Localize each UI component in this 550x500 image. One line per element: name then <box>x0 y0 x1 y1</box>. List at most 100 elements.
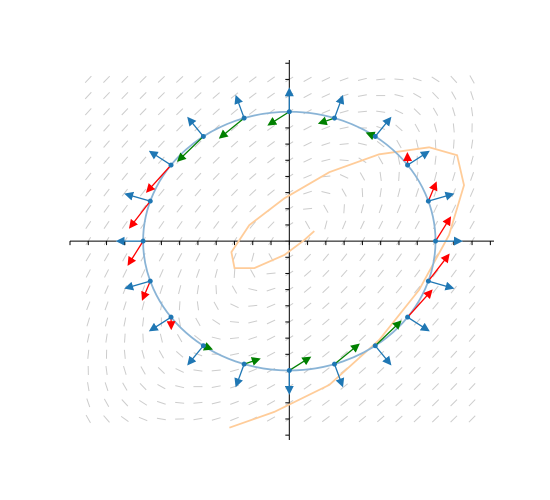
circle-point <box>200 343 206 349</box>
field-dash <box>86 317 91 327</box>
normal-arrow <box>374 116 392 137</box>
field-dash <box>212 156 220 164</box>
field-dash <box>195 253 201 262</box>
normal-arrow <box>333 94 345 119</box>
field-dash <box>123 366 127 375</box>
field-dash <box>413 108 421 116</box>
field-dash <box>340 334 348 342</box>
field-dash <box>303 286 312 293</box>
field-dash <box>84 124 92 132</box>
field-dash <box>139 172 147 181</box>
field-dash <box>395 350 403 358</box>
field-arrow <box>141 280 151 301</box>
field-dash <box>413 350 421 358</box>
field-dash <box>121 156 129 165</box>
field-dash <box>175 350 184 358</box>
field-dash <box>432 107 439 116</box>
field-dash <box>450 366 458 375</box>
field-dash <box>86 333 90 343</box>
field-dash <box>379 188 382 198</box>
field-dash <box>395 334 403 342</box>
field-dash <box>103 204 110 213</box>
field-dash <box>176 108 184 116</box>
normal-arrow <box>187 345 204 366</box>
field-dash <box>470 91 474 101</box>
field-arrow <box>334 343 360 365</box>
field-dash <box>175 368 184 373</box>
field-dash <box>139 188 147 197</box>
field-dash <box>412 77 422 82</box>
field-dash <box>214 268 218 278</box>
field-dash <box>230 384 239 389</box>
field-dash <box>414 253 421 262</box>
field-dash <box>358 334 367 342</box>
field-dash <box>433 123 438 133</box>
field-dash <box>358 302 366 310</box>
field-dash <box>378 156 384 165</box>
field-dash <box>248 76 257 83</box>
field-dash <box>303 207 313 210</box>
field-dash <box>103 172 110 181</box>
field-dash <box>230 172 239 180</box>
field-dash <box>230 368 239 373</box>
field-dash <box>159 269 164 278</box>
field-dash <box>211 401 221 405</box>
field-dash <box>341 220 347 230</box>
field-arrow <box>243 357 261 366</box>
field-dash <box>231 285 238 294</box>
field-dash <box>395 124 403 132</box>
field-dash <box>193 401 203 404</box>
field-dash <box>450 285 457 294</box>
field-dash <box>395 399 403 407</box>
field-dash <box>377 253 384 262</box>
field-dash <box>377 350 385 358</box>
field-dash <box>104 285 109 294</box>
field-dash <box>413 415 421 423</box>
field-dash <box>104 382 109 392</box>
field-dash <box>359 285 366 294</box>
field-dash <box>432 318 439 326</box>
field-dash <box>104 317 109 327</box>
field-dash <box>157 156 165 164</box>
field-dash <box>321 142 331 146</box>
field-arrow <box>145 164 172 193</box>
field-dash <box>413 92 422 99</box>
field-dash <box>248 288 258 292</box>
field-dash <box>395 415 403 423</box>
field-dash <box>341 188 347 197</box>
field-dash <box>248 320 258 324</box>
normal-arrow <box>333 363 345 388</box>
field-dash <box>230 303 239 309</box>
field-dash <box>322 302 330 310</box>
field-dash <box>211 369 221 372</box>
field-dash <box>85 253 91 262</box>
field-dash <box>322 351 330 358</box>
field-dash <box>194 334 202 342</box>
field-dash <box>469 220 475 230</box>
field-dash <box>357 110 367 113</box>
field-dash <box>339 126 349 130</box>
field-dash <box>212 319 221 325</box>
field-dash <box>156 417 166 421</box>
field-dash <box>160 301 163 311</box>
circle-point <box>147 278 153 284</box>
field-dash <box>339 143 349 146</box>
field-dash <box>157 383 166 390</box>
field-dash <box>322 269 330 278</box>
field-dash <box>395 302 403 310</box>
field-dash <box>378 204 383 214</box>
field-dash <box>248 156 257 164</box>
field-dash <box>432 269 439 278</box>
field-dash <box>395 269 403 278</box>
field-dash <box>414 220 420 230</box>
field-dash <box>470 107 474 117</box>
field-dash <box>469 75 475 84</box>
field-dash <box>303 270 312 277</box>
field-dash <box>450 350 458 358</box>
field-dash <box>376 78 386 81</box>
normal-arrow <box>148 150 172 166</box>
field-dash <box>468 399 476 407</box>
field-dash <box>468 383 476 391</box>
field-dash <box>267 173 275 180</box>
